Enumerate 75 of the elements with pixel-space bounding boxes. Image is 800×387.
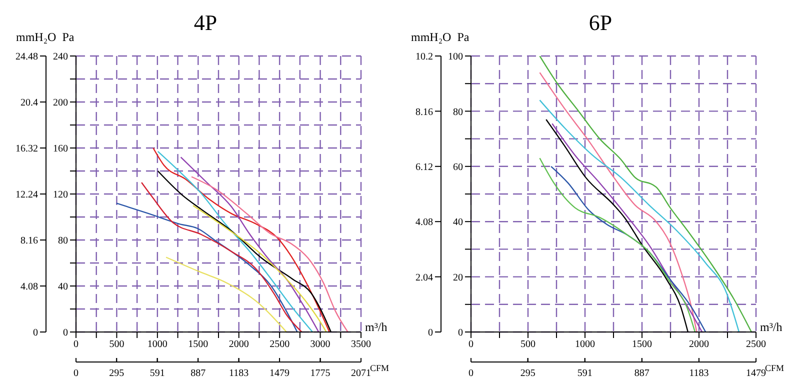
y-tick-label: 0 [63,328,68,339]
y2-tick-label: 20.4 [20,98,38,109]
x2-tick-label: 295 [109,368,124,379]
line-series [539,56,752,332]
x2-tick-label: 591 [577,368,592,379]
line-series [539,72,698,332]
y-tick-label: 60 [453,162,463,173]
x-axis-title: m³/h [760,320,782,335]
x-tick-label: 2000 [228,339,249,350]
line-series [550,166,706,332]
x2-axis-title: CFM [370,363,390,373]
y-tick-label: 120 [53,190,68,201]
x-tick-label: 500 [520,339,536,350]
x2-tick-label: 887 [190,368,206,379]
y-tick-label: 40 [58,282,68,293]
line-series [180,156,320,332]
x2-tick-label: 887 [634,368,650,379]
line-series [539,100,740,332]
line-series [140,182,302,332]
x2-tick-label: 0 [468,368,474,379]
x-tick-label: 500 [109,339,124,350]
x-axis-title: m³/h [365,320,388,335]
line-series [190,176,348,332]
line-series [539,158,696,332]
y-tick-label: 240 [53,52,68,63]
line-series [192,204,327,332]
y2-tick-label: 10.2 [416,52,433,63]
x-tick-label: 0 [468,339,474,350]
x-tick-label: 2500 [746,339,766,350]
y-tick-label: 20 [453,272,463,284]
y2-tick-label: 4.08 [416,217,433,228]
y2-tick-label: 8.16 [416,106,433,118]
x-tick-label: 0 [74,339,78,350]
y2-axis-title: mmH₂O [16,30,56,44]
y2-axis-title: mmH₂O [411,30,452,44]
x-tick-label: 1000 [147,339,168,350]
x2-tick-label: 591 [150,368,165,379]
x-tick-label: 1000 [575,339,595,350]
x2-tick-label: 1183 [228,368,249,379]
y2-tick-label: 2.04 [416,272,433,284]
x2-tick-label: 295 [520,368,536,379]
y2-tick-label: 0 [428,328,433,339]
x-tick-label: 1500 [188,339,208,350]
y-axis-title: Pa [457,30,470,44]
y2-tick-label: 16.32 [16,144,38,155]
y-tick-label: 80 [58,236,68,247]
chart-title: 6P [588,10,612,35]
y-tick-label: 200 [53,98,68,109]
y-tick-label: 80 [453,106,463,118]
x-tick-label: 2000 [689,339,709,350]
x2-tick-label: 0 [74,368,78,379]
line-series [116,202,298,332]
line-series [165,256,288,332]
x2-tick-label: 2071 [351,368,371,379]
x2-tick-label: 1479 [746,368,766,379]
x-tick-label: 3000 [310,339,330,350]
y2-tick-label: 12.24 [16,190,38,201]
y-tick-label: 160 [53,144,68,155]
y-tick-label: 100 [448,52,463,63]
x-tick-label: 3500 [351,339,371,350]
y-tick-label: 0 [458,328,463,339]
y-axis-title: Pa [62,30,74,44]
y2-tick-label: 24.48 [16,52,38,63]
y-tick-label: 40 [453,217,463,228]
x-tick-label: 1500 [632,339,652,350]
chart-title: 4P [194,10,218,35]
x2-axis-title: CFM [765,363,784,373]
y2-tick-label: 4.08 [20,282,38,293]
x2-tick-label: 1479 [270,368,290,379]
y2-tick-label: 6.12 [416,162,433,173]
y2-tick-label: 8.16 [20,236,38,247]
x2-tick-label: 1775 [310,368,330,379]
y2-tick-label: 0 [33,328,38,339]
x-tick-label: 2500 [270,339,290,350]
x2-tick-label: 1183 [689,368,709,379]
